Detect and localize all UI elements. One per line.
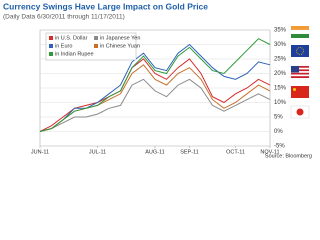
legend-label: in Japanese Yen [100,35,140,41]
x-tick-label: JUN-11 [31,149,49,155]
line-series [39,43,271,132]
legend-swatch [49,36,53,40]
chart-subtitle: (Daily Data 6/30/2011 through 11/17/2011… [3,14,125,21]
legend-label: in Indian Rupee [55,51,94,57]
x-tick-label: SEP-11 [180,149,199,155]
legend-label: in Euro [55,43,72,49]
y-tick-label: -5% [274,144,285,150]
y-tick-label: 30% [274,42,287,48]
legend-swatch [94,36,98,40]
legend-swatch [49,52,53,56]
line-series [39,38,271,132]
source: Source: Bloomberg [265,153,312,159]
y-tick-label: 20% [274,71,287,77]
flags [290,26,310,119]
line-series [39,58,271,132]
legend-box [45,32,137,61]
y-tick-label: 35% [274,28,287,34]
y-tick-label: 15% [274,86,287,92]
y-tick-label: 25% [274,57,287,63]
y-tick-label: 0% [274,129,283,135]
line-series [39,78,271,132]
x-tick-label: NOV-11 [260,149,279,155]
x-tick-label: OCT-11 [226,149,245,155]
legend-swatch [94,44,98,48]
chart-title: Currency Swings Have Large Impact on Gol… [3,1,208,11]
y-tick-label: 10% [274,100,287,106]
x-tick-label: JUL-11 [89,149,106,155]
legend-swatch [49,44,53,48]
x-tick-label: AUG-11 [145,149,164,155]
chart: Currency Swings Have Large Impact on Gol… [3,1,312,159]
y-tick-label: 5% [274,115,283,121]
legend-label: in U.S. Dollar [55,35,88,41]
legend-label: in Chinese Yuan [100,43,140,49]
